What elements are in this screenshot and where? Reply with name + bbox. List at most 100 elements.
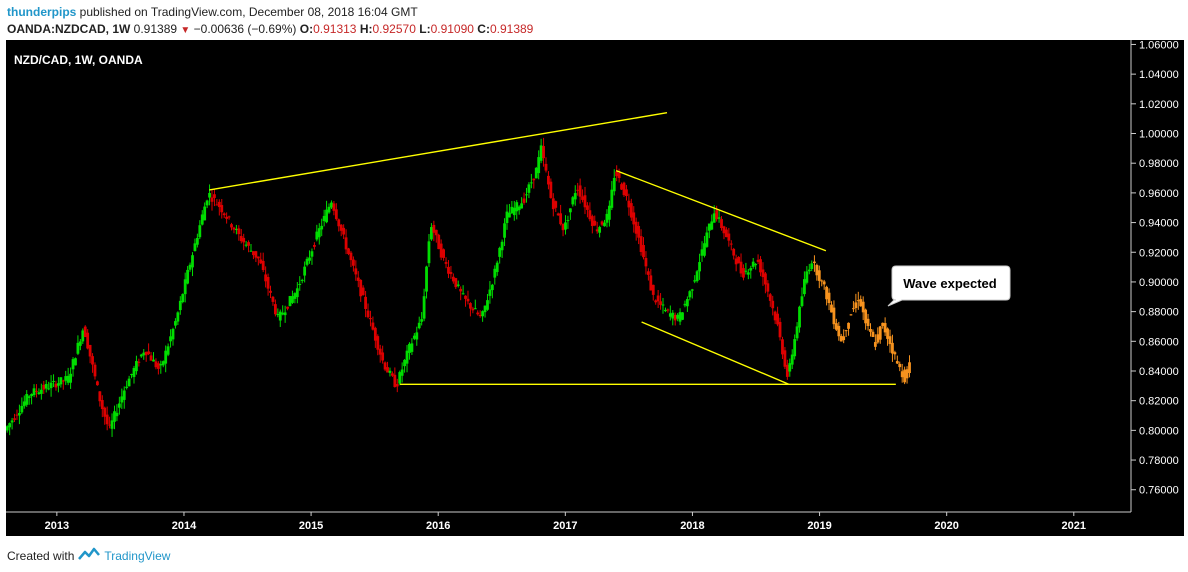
candle — [632, 212, 636, 225]
trendline — [641, 321, 790, 385]
candle — [449, 271, 453, 275]
candle — [344, 237, 348, 250]
candle — [590, 216, 594, 227]
candle — [793, 339, 797, 357]
candle — [542, 146, 545, 159]
candle — [225, 216, 229, 219]
candle — [461, 293, 465, 295]
candle — [483, 305, 487, 313]
candle — [154, 361, 158, 368]
candle — [727, 233, 731, 241]
candle — [183, 279, 187, 295]
candle — [642, 245, 645, 258]
candle — [649, 275, 653, 291]
candle — [690, 289, 694, 291]
candle — [500, 241, 504, 251]
candle — [490, 284, 494, 291]
candle — [707, 223, 711, 231]
candle — [200, 214, 204, 225]
candle — [622, 182, 626, 196]
price-chart[interactable]: NZD/CAD, 1W, OANDA 1.06000 1.04000 1.02000… — [6, 40, 1184, 536]
candle — [213, 194, 216, 198]
candle — [339, 224, 343, 231]
projection-candle — [834, 323, 838, 330]
candle — [754, 264, 758, 266]
candle — [32, 388, 36, 396]
annotation-text: Wave expected — [903, 276, 997, 291]
candle — [81, 330, 85, 342]
candle — [522, 198, 526, 203]
candle — [442, 249, 446, 258]
candle — [386, 367, 389, 373]
candle — [96, 381, 99, 386]
candle — [383, 362, 387, 370]
y-tick-label: 0.90000 — [1139, 277, 1179, 289]
y-tick-label: 0.82000 — [1139, 396, 1179, 408]
candle — [410, 343, 414, 352]
candle — [193, 243, 197, 252]
candle — [371, 322, 375, 330]
y-tick-label: 0.98000 — [1139, 158, 1179, 170]
candle — [698, 262, 701, 272]
candle — [71, 359, 75, 370]
x-axis-band — [6, 512, 1184, 536]
candle — [651, 284, 655, 295]
candle — [610, 189, 614, 208]
candle — [551, 198, 555, 210]
projection-candle — [893, 352, 897, 355]
candle — [230, 224, 233, 228]
candle — [130, 374, 133, 376]
candle — [578, 185, 582, 197]
created-with-text: Created with — [7, 548, 75, 563]
projection-candle — [820, 280, 824, 282]
candle — [142, 352, 146, 356]
candle — [586, 205, 589, 210]
candle — [305, 258, 309, 265]
candle — [310, 251, 314, 257]
candle — [456, 284, 460, 286]
candle — [768, 294, 772, 301]
publish-line: thunderpips published on TradingView.com… — [7, 5, 418, 19]
candle — [354, 268, 358, 275]
candle — [783, 350, 787, 367]
candle — [576, 189, 580, 191]
projection-candle — [895, 361, 899, 364]
candle — [91, 356, 94, 365]
candle — [746, 272, 750, 275]
candle — [135, 361, 138, 372]
candle — [695, 271, 699, 282]
candle — [322, 215, 326, 222]
candle — [364, 296, 367, 309]
projection-candle — [813, 261, 816, 264]
tradingview-brand-link[interactable]: TradingView — [104, 548, 171, 563]
author-name[interactable]: thunderpips — [7, 5, 77, 19]
candle — [44, 384, 48, 389]
y-tick-label: 0.76000 — [1139, 485, 1179, 497]
candle — [415, 332, 419, 340]
candle — [683, 303, 687, 306]
candle — [527, 184, 531, 193]
candle — [37, 392, 41, 395]
candle — [444, 262, 448, 264]
candle — [539, 145, 543, 161]
candle — [412, 335, 416, 339]
candle — [15, 414, 19, 416]
candle — [74, 358, 77, 366]
candle — [515, 202, 519, 212]
candle — [325, 209, 328, 223]
open-value: 0.91313 — [313, 22, 357, 36]
candle — [22, 401, 26, 407]
candle — [276, 313, 280, 316]
trendlines-layer — [209, 112, 896, 386]
candle — [381, 352, 385, 361]
candle — [149, 355, 153, 361]
y-tick-label: 1.04000 — [1139, 69, 1179, 81]
candle — [327, 206, 331, 213]
candle — [369, 318, 372, 320]
candle — [217, 201, 221, 208]
projection-candle — [876, 334, 880, 343]
candle — [215, 204, 219, 206]
candle — [807, 269, 811, 272]
candle — [529, 182, 533, 184]
candle — [744, 270, 748, 272]
